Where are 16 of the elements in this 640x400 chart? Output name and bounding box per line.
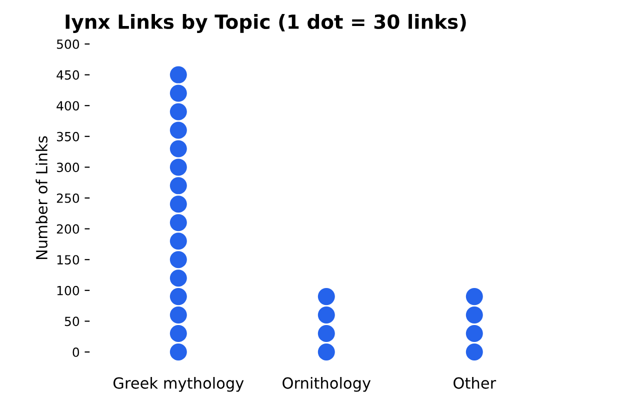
- chart-title: Iynx Links by Topic (1 dot = 30 links): [66, 14, 466, 33]
- y-tick-label: 350: [56, 132, 80, 142]
- y-tick-label: 300: [56, 162, 80, 172]
- y-tick-label: 450: [56, 70, 80, 80]
- y-tick-label: 0: [72, 347, 80, 357]
- x-tick-label: Greek mythology: [113, 377, 244, 392]
- y-tick-label: 400: [56, 101, 80, 111]
- x-tick-label: Ornithology: [282, 377, 371, 392]
- y-tick-label: 50: [64, 316, 80, 326]
- y-tick-label: 500: [56, 39, 80, 49]
- x-tick-label: Other: [454, 377, 496, 389]
- y-tick-label: 150: [57, 255, 80, 265]
- y-tick-label: 200: [56, 224, 80, 234]
- y-tick-label: 250: [56, 193, 80, 203]
- y-tick-label: 100: [57, 286, 80, 296]
- y-axis-title: Number of Links: [36, 136, 48, 260]
